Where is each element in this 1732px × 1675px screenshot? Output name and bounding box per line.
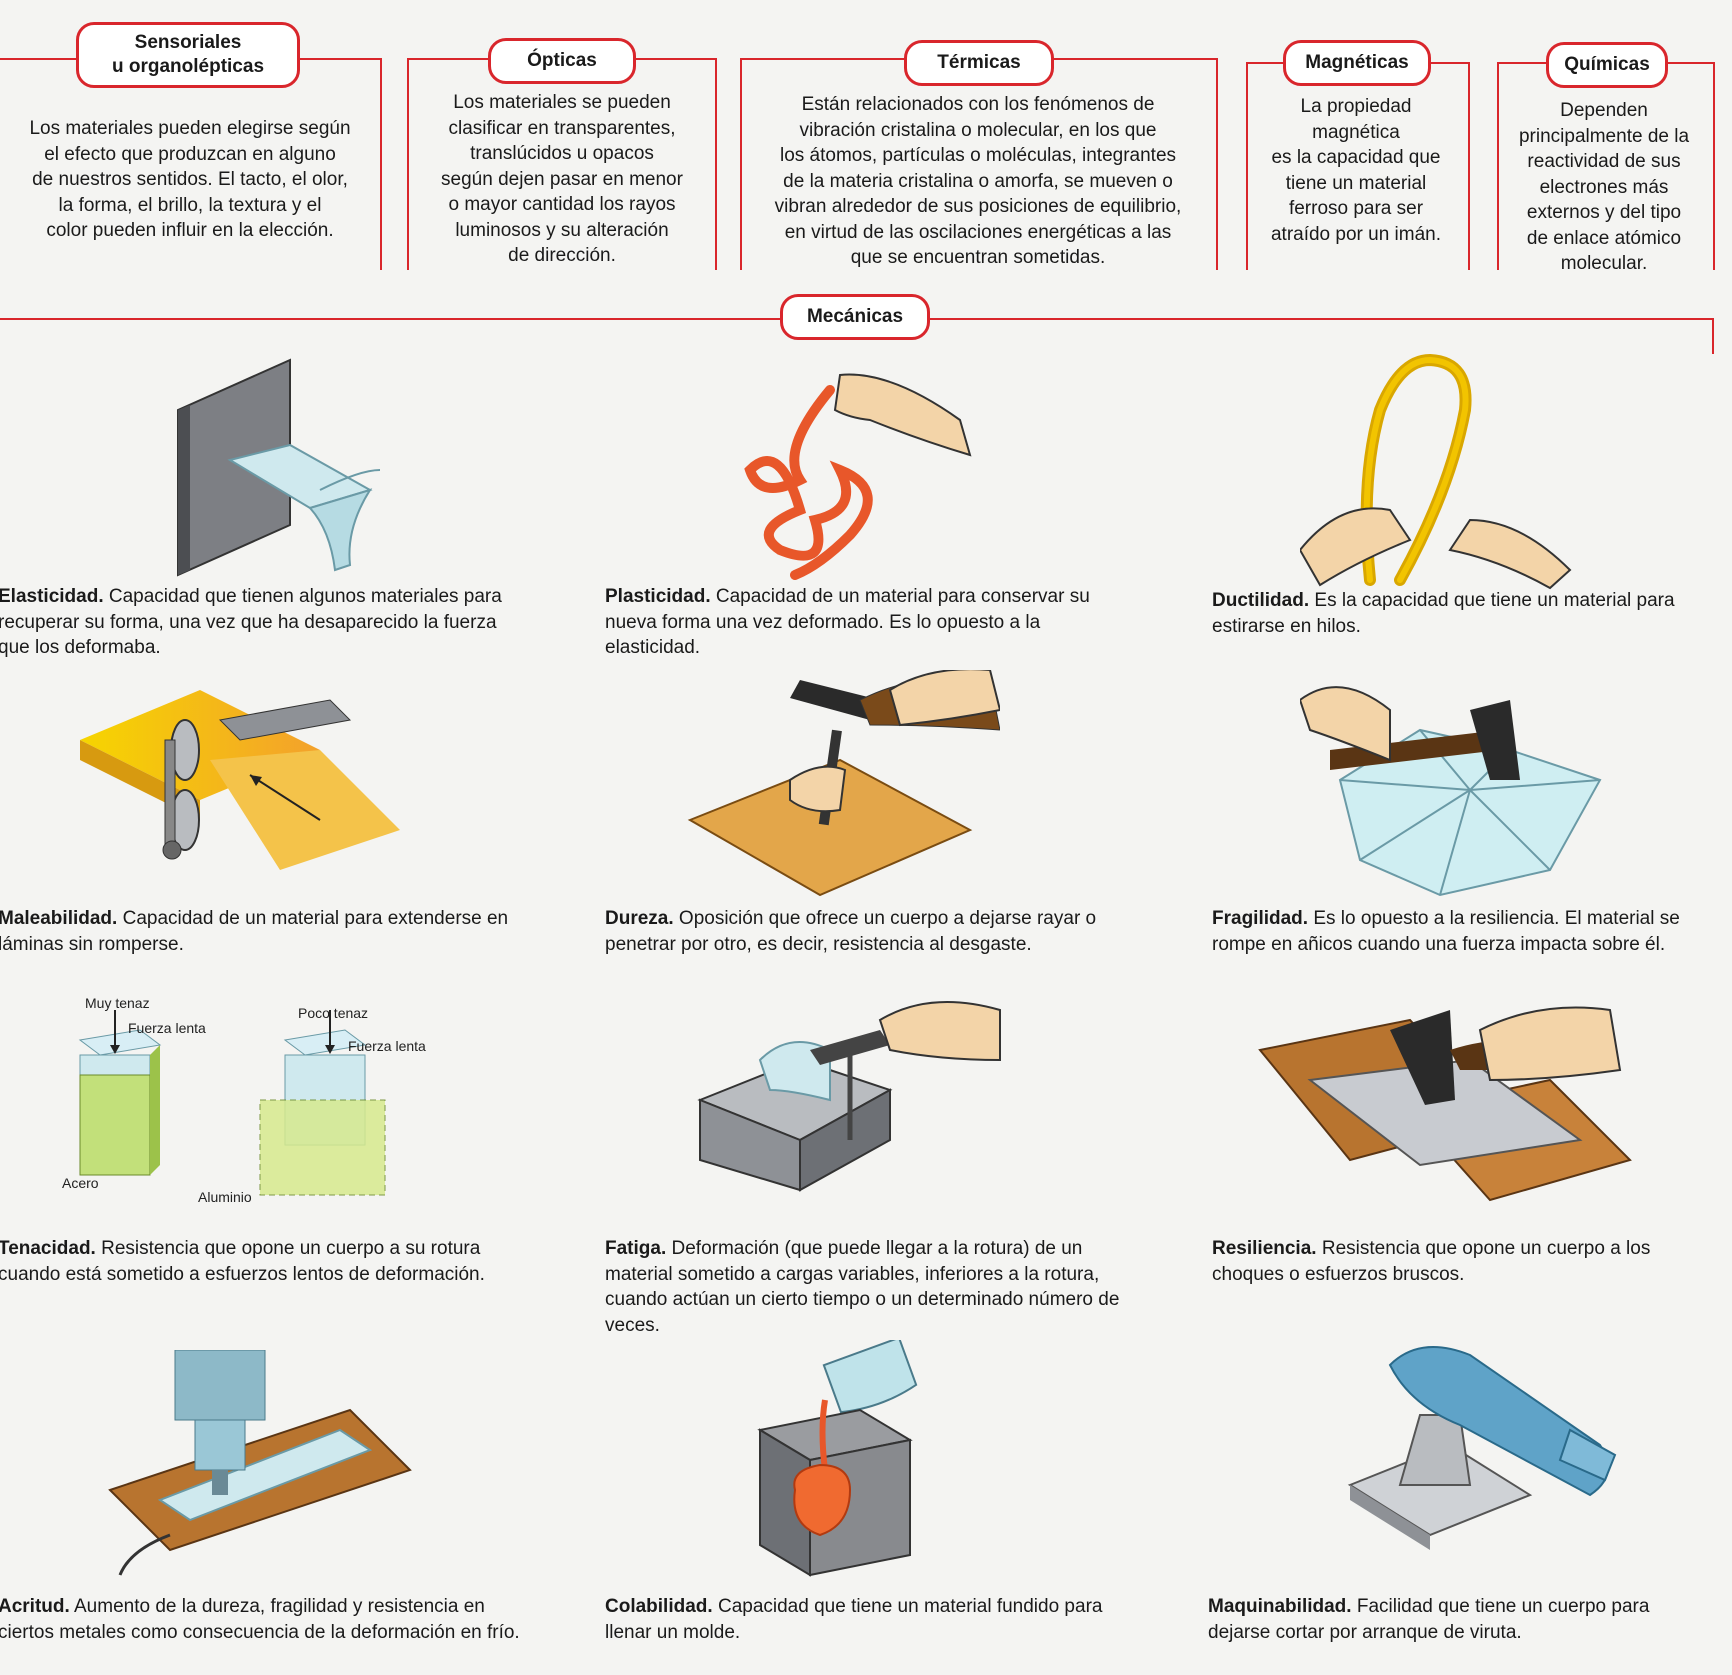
category-text-magneticas: La propiedad magnética es la capacidad q… [1270,96,1442,245]
plasticity-illustration [744,373,972,580]
category-title-magneticas: Magnéticas [1283,40,1431,86]
property-desc: Capacidad de un material para extenderse… [0,908,509,955]
property-colabilidad: Colabilidad. Capacidad que tiene un mate… [605,1594,1135,1645]
property-maquinabilidad: Maquinabilidad. Facilidad que tiene un c… [1208,1594,1678,1645]
property-name: Resiliencia. [1212,1238,1317,1259]
property-plasticidad: Plasticidad. Capacidad de un material pa… [605,584,1135,661]
colability-illustration [757,1340,918,1577]
property-name: Colabilidad. [605,1596,713,1617]
hardness-illustration [687,670,1000,897]
label-poco-tenaz: Poco tenaz [298,1005,368,1021]
property-fatiga: Fatiga. Deformación (que puede llegar a … [605,1236,1145,1338]
property-desc: Aumento de la dureza, fragilidad y resis… [0,1596,520,1643]
mechanical-divider-end [1712,318,1714,354]
category-title-opticas: Ópticas [488,38,636,84]
property-fragilidad: Fragilidad. Es lo opuesto a la resilienc… [1212,906,1712,957]
property-maleabilidad: Maleabilidad. Capacidad de un material p… [0,906,528,957]
property-desc: Deformación (que puede llegar a la rotur… [605,1238,1120,1336]
elasticity-illustration [177,358,381,577]
malleability-illustration [80,690,400,870]
property-desc: Facilidad que tiene un cuerpo para dejar… [1208,1596,1650,1643]
fragility-illustration [1300,686,1602,897]
property-desc: Oposición que ofrece un cuerpo a dejarse… [605,908,1097,955]
label-fuerza-lenta-2: Fuerza lenta [348,1038,426,1054]
property-name: Tenacidad. [0,1238,96,1259]
property-desc: Es la capacidad que tiene un material pa… [1212,590,1675,637]
label-aluminio: Aluminio [198,1189,252,1205]
property-name: Acritud. [0,1596,70,1617]
category-title-sensoriales: Sensoriales u organolépticas [76,22,300,88]
category-text-opticas: Los materiales se pueden clasificar en t… [441,92,683,266]
property-elasticidad: Elasticidad. Capacidad que tienen alguno… [0,584,528,661]
tenacity-diagram: Muy tenaz Fuerza lenta Acero Poco tenaz … [62,995,426,1205]
property-resiliencia: Resiliencia. Resistencia que opone un cu… [1212,1236,1672,1287]
category-text-sensoriales: Los materiales pueden elegirse según el … [29,118,351,241]
property-desc: Capacidad que tiene un material fundido … [605,1596,1103,1643]
acritud-illustration [108,1350,412,1576]
category-text-quimicas: Dependen principalmente de la reactivida… [1518,100,1690,274]
property-desc: Capacidad de un material para conservar … [605,586,1090,658]
fatigue-illustration [697,1001,1001,1192]
property-name: Dureza. [605,908,674,929]
category-title-quimicas: Químicas [1546,42,1668,88]
property-name: Maquinabilidad. [1208,1596,1352,1617]
property-name: Fatiga. [605,1238,667,1259]
property-name: Maleabilidad. [0,908,118,929]
property-tenacidad: Tenacidad. Resistencia que opone un cuer… [0,1236,528,1287]
machinability-illustration [1347,1346,1617,1550]
category-title-termicas: Térmicas [904,40,1054,86]
property-acritud: Acritud. Aumento de la dureza, fragilida… [0,1594,528,1645]
property-name: Fragilidad. [1212,908,1309,929]
mechanical-title: Mecánicas [780,294,930,340]
label-muy-tenaz: Muy tenaz [85,995,150,1011]
category-text-termicas: Están relacionados con los fenómenos de … [774,94,1182,268]
ductility-illustration [1300,353,1572,590]
property-desc: Resistencia que opone un cuerpo a los ch… [1212,1238,1651,1285]
property-name: Ductilidad. [1212,590,1310,611]
property-name: Elasticidad. [0,586,104,607]
property-name: Plasticidad. [605,586,711,607]
property-desc: Capacidad que tienen algunos materiales … [0,586,502,658]
label-fuerza-lenta-1: Fuerza lenta [128,1020,206,1036]
label-acero: Acero [62,1175,99,1191]
property-dureza: Dureza. Oposición que ofrece un cuerpo a… [605,906,1135,957]
property-desc: Resistencia que opone un cuerpo a su rot… [0,1238,485,1285]
property-desc: Es lo opuesto a la resiliencia. El mater… [1212,908,1680,955]
resilience-illustration [1258,1006,1632,1202]
property-ductilidad: Ductilidad. Es la capacidad que tiene un… [1212,588,1712,639]
